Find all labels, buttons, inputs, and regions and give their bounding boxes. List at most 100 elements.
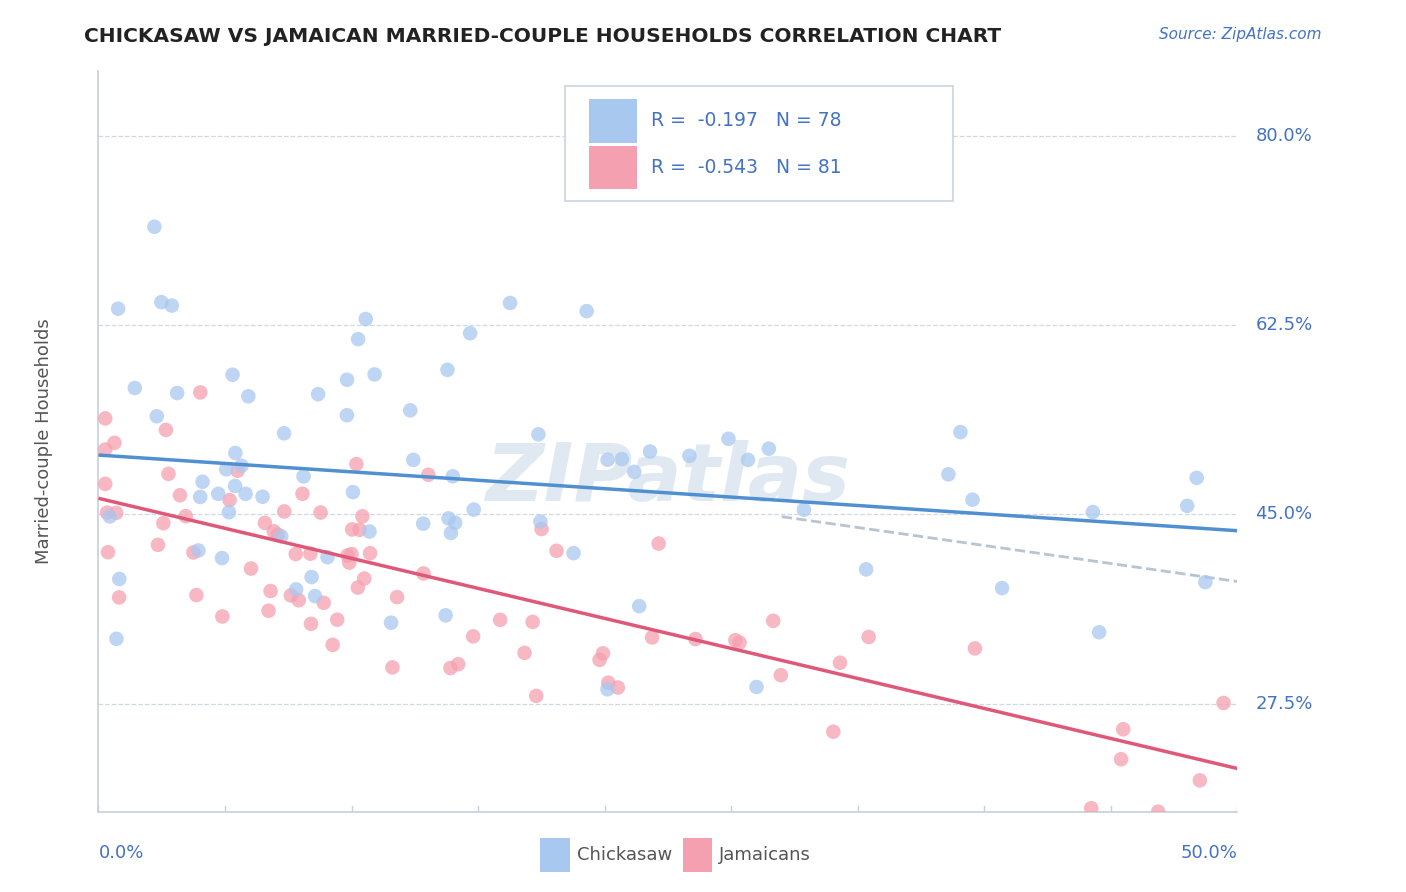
Text: 62.5%: 62.5% bbox=[1256, 317, 1313, 334]
Text: Married-couple Households: Married-couple Households bbox=[35, 318, 53, 565]
Point bbox=[94, 442, 117, 457]
Point bbox=[183, 545, 205, 559]
Point bbox=[96, 506, 118, 520]
Point bbox=[762, 614, 785, 628]
Point bbox=[641, 631, 664, 645]
Point bbox=[152, 516, 174, 530]
Point bbox=[253, 516, 276, 530]
Point bbox=[353, 572, 375, 586]
Point bbox=[489, 613, 512, 627]
Point bbox=[737, 453, 759, 467]
Point bbox=[823, 724, 845, 739]
Point bbox=[717, 432, 740, 446]
Point bbox=[359, 546, 381, 560]
Point bbox=[280, 589, 302, 603]
Point bbox=[1188, 773, 1211, 788]
Point bbox=[259, 584, 281, 599]
Point bbox=[218, 505, 240, 519]
Text: R =  -0.543   N = 81: R = -0.543 N = 81 bbox=[651, 158, 841, 178]
Text: Jamaicans: Jamaicans bbox=[718, 846, 811, 863]
Point bbox=[1112, 723, 1135, 737]
Point bbox=[458, 326, 481, 341]
Point bbox=[155, 423, 177, 437]
Point bbox=[444, 516, 467, 530]
Point bbox=[186, 588, 208, 602]
Point bbox=[963, 641, 986, 656]
Point bbox=[157, 467, 180, 481]
Point bbox=[299, 547, 322, 561]
Point bbox=[1212, 696, 1234, 710]
Point bbox=[793, 502, 815, 516]
Point bbox=[207, 487, 229, 501]
Point bbox=[191, 475, 214, 489]
Point bbox=[105, 506, 128, 520]
Point bbox=[273, 504, 295, 518]
Point bbox=[336, 373, 359, 387]
Point bbox=[347, 332, 370, 346]
Point bbox=[235, 487, 257, 501]
Point bbox=[524, 689, 547, 703]
Point bbox=[588, 653, 610, 667]
Point bbox=[226, 464, 249, 478]
Point bbox=[150, 295, 173, 310]
Point bbox=[724, 633, 747, 648]
Point bbox=[108, 591, 131, 605]
Point bbox=[231, 458, 253, 473]
Point bbox=[146, 538, 169, 552]
Point bbox=[381, 660, 404, 674]
Point bbox=[291, 487, 314, 501]
Point bbox=[647, 536, 669, 550]
Text: Source: ZipAtlas.com: Source: ZipAtlas.com bbox=[1159, 27, 1322, 42]
Point bbox=[447, 657, 470, 672]
Point bbox=[94, 411, 117, 425]
Point bbox=[349, 523, 371, 537]
Point bbox=[685, 632, 707, 646]
Point bbox=[103, 435, 125, 450]
Point bbox=[938, 467, 960, 482]
Point bbox=[949, 425, 972, 439]
Point bbox=[436, 363, 458, 377]
Point bbox=[166, 386, 188, 401]
Point bbox=[359, 524, 381, 539]
Point bbox=[1185, 471, 1208, 485]
Text: Chickasaw: Chickasaw bbox=[576, 846, 672, 863]
FancyBboxPatch shape bbox=[540, 838, 569, 871]
Text: 50.0%: 50.0% bbox=[1181, 844, 1237, 863]
Point bbox=[529, 515, 551, 529]
Point bbox=[309, 506, 332, 520]
Point bbox=[610, 452, 633, 467]
Point bbox=[527, 427, 550, 442]
Point bbox=[437, 511, 460, 525]
Point bbox=[160, 299, 183, 313]
Point bbox=[224, 446, 246, 460]
Point bbox=[380, 615, 402, 630]
Point bbox=[340, 523, 363, 537]
Point bbox=[187, 543, 209, 558]
Point bbox=[169, 488, 191, 502]
Point bbox=[299, 616, 322, 631]
Point bbox=[638, 444, 661, 458]
Point bbox=[363, 368, 385, 382]
Point bbox=[270, 529, 292, 543]
Point bbox=[828, 656, 851, 670]
Point bbox=[858, 630, 880, 644]
Point bbox=[322, 638, 344, 652]
Point bbox=[347, 581, 370, 595]
Point bbox=[211, 551, 233, 566]
Point bbox=[342, 485, 364, 500]
Point bbox=[745, 680, 768, 694]
Point bbox=[143, 219, 166, 234]
Point bbox=[267, 527, 290, 541]
Point bbox=[399, 403, 422, 417]
Point bbox=[352, 509, 374, 524]
Point bbox=[530, 522, 553, 536]
Point bbox=[218, 493, 240, 508]
Point bbox=[575, 304, 598, 318]
FancyBboxPatch shape bbox=[565, 87, 953, 201]
Point bbox=[418, 467, 440, 482]
Point bbox=[337, 556, 360, 570]
Point bbox=[336, 549, 359, 563]
Point bbox=[546, 543, 568, 558]
Point bbox=[441, 469, 464, 483]
Point bbox=[463, 502, 485, 516]
